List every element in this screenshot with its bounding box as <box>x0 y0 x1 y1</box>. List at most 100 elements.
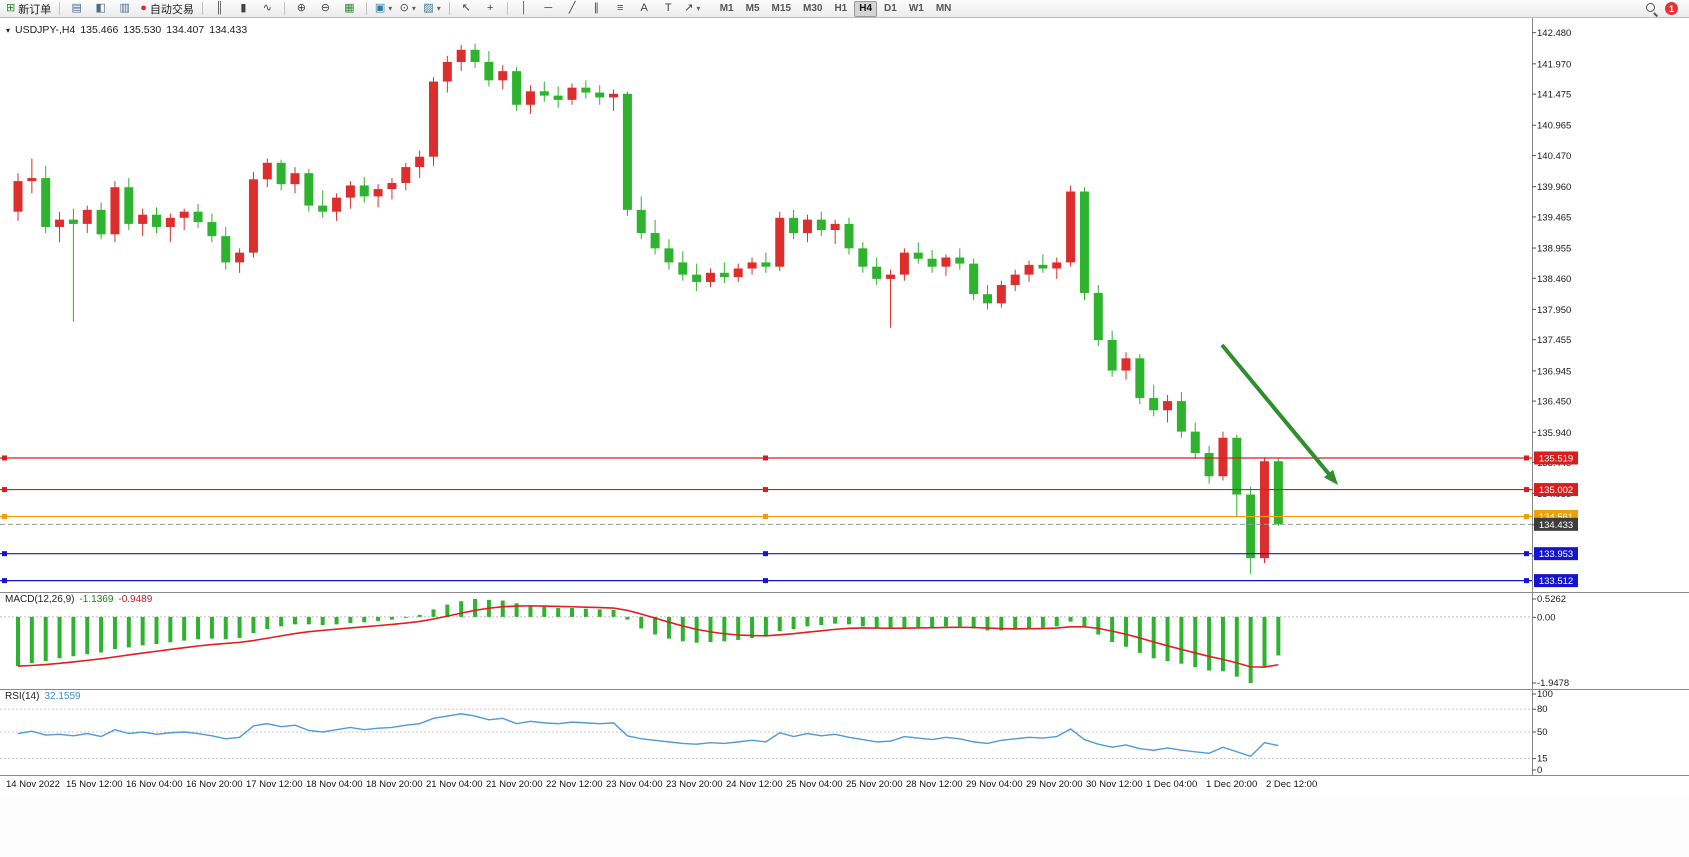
macd-histogram <box>16 599 1281 683</box>
svg-text:137.455: 137.455 <box>1537 335 1571 346</box>
price-chart-panel[interactable]: ▾ USDJPY-,H4 135.466 135.530 134.407 134… <box>0 18 1689 592</box>
trendline-button[interactable]: ╱ <box>561 0 584 18</box>
chart-title: ▾ USDJPY-,H4 135.466 135.530 134.407 134… <box>6 24 247 36</box>
macd-chart[interactable]: 0.5262 0.00 -1.9478 <box>0 593 1689 689</box>
time-axis-label: 25 Nov 20:00 <box>846 779 903 790</box>
timeframe-m15[interactable]: M15 <box>771 3 791 14</box>
trendline-icon: ╱ <box>568 2 576 14</box>
timeframe-m1[interactable]: M1 <box>719 3 734 14</box>
fibonacci-icon: ≡ <box>617 2 624 14</box>
time-axis-label: 16 Nov 04:00 <box>126 779 183 790</box>
templates-button[interactable]: ▨ ▾ <box>420 0 443 18</box>
timeframe-w1[interactable]: W1 <box>908 3 924 14</box>
time-axis-label: 1 Dec 20:00 <box>1206 779 1258 790</box>
line-chart-button[interactable]: ∿ <box>256 0 279 18</box>
toolbar-separator <box>59 2 61 15</box>
chevron-down-icon: ▾ <box>411 3 416 13</box>
crosshair-button[interactable]: + <box>479 0 502 18</box>
chart-open-value: 135.466 <box>80 24 119 36</box>
timeframe-m5[interactable]: M5 <box>745 3 760 14</box>
new-chart-icon: ▣ <box>374 2 386 14</box>
horizontal-level-lines[interactable]: 135.519 135.002 134.561 133.953 133.512 <box>0 451 1578 588</box>
auto-trading-button[interactable]: ● 自动交易 <box>137 0 197 18</box>
market-watch-icon: ▤ <box>71 2 82 14</box>
rsi-chart[interactable]: 100 80 50 150 <box>0 690 1689 775</box>
label-button[interactable]: T <box>657 0 680 18</box>
zoom-in-icon: ⊕ <box>296 2 306 14</box>
timeframe-d1[interactable]: D1 <box>884 3 897 14</box>
zoom-out-icon: ⊖ <box>320 2 330 14</box>
macd-indicator-panel[interactable]: MACD(12,26,9) -1.1369 -0.9489 0.5262 0.00… <box>0 593 1689 689</box>
chevron-down-icon: ▾ <box>388 3 393 13</box>
time-axis-label: 22 Nov 12:00 <box>546 779 603 790</box>
arrows-button[interactable]: ↗ ▾ <box>681 0 704 18</box>
cursor-button[interactable]: ↖ <box>455 0 478 18</box>
time-axis-label: 16 Nov 20:00 <box>186 779 243 790</box>
toolbar-separator <box>365 2 367 15</box>
candlestick-chart-button[interactable]: ▮ <box>232 0 255 18</box>
channel-button[interactable]: ∥ <box>585 0 608 18</box>
navigator-button[interactable]: ◧ <box>89 0 112 18</box>
candlestick-icon: ▮ <box>240 2 247 14</box>
market-watch-button[interactable]: ▤ <box>65 0 88 18</box>
time-axis-label: 28 Nov 12:00 <box>906 779 963 790</box>
time-axis[interactable]: 14 Nov 2022 15 Nov 12:00 16 Nov 04:00 16 No… <box>0 776 1689 796</box>
new-chart-button[interactable]: ▣ ▾ <box>372 0 395 18</box>
bar-chart-button[interactable]: ║ <box>208 0 231 18</box>
tile-windows-button[interactable]: ▦ <box>338 0 361 18</box>
vertical-line-button[interactable]: │ <box>513 0 536 18</box>
rsi-label: RSI(14) 32.1559 <box>5 691 81 702</box>
zoom-out-button[interactable]: ⊖ <box>314 0 337 18</box>
svg-text:140.965: 140.965 <box>1537 121 1571 132</box>
timeframe-h4[interactable]: H4 <box>854 0 878 17</box>
svg-text:0: 0 <box>1537 765 1542 775</box>
period-button[interactable]: ⊙ ▾ <box>396 0 419 18</box>
trend-arrow[interactable] <box>1220 343 1338 485</box>
svg-text:138.955: 138.955 <box>1537 244 1571 255</box>
macd-signal-value: -0.9489 <box>118 594 153 605</box>
fibonacci-button[interactable]: ≡ <box>609 0 632 18</box>
timeframe-m30[interactable]: M30 <box>802 3 823 14</box>
svg-text:139.465: 139.465 <box>1537 212 1571 223</box>
chart-symbol-period: USDJPY-,H4 <box>15 24 76 36</box>
price-axis: 142.480 141.970 141.475 140.965 140.470 139.9… <box>1532 28 1571 562</box>
svg-text:80: 80 <box>1537 704 1548 715</box>
terminal-button[interactable]: ▥ <box>113 0 136 18</box>
chart-close-value: 134.433 <box>209 24 248 36</box>
auto-trading-icon: ● <box>140 2 147 14</box>
tile-windows-icon: ▦ <box>344 2 355 14</box>
time-axis-label: 29 Nov 04:00 <box>966 779 1023 790</box>
timeframe-group: M1 M5 M15 M30 H1 H4 D1 W1 MN <box>715 0 957 17</box>
time-axis-label: 25 Nov 04:00 <box>786 779 843 790</box>
chart-low-value: 134.407 <box>166 24 205 36</box>
time-axis-label: 30 Nov 12:00 <box>1086 779 1143 790</box>
macd-signal-line <box>17 605 1279 668</box>
rsi-indicator-panel[interactable]: RSI(14) 32.1559 100 80 50 15 0 <box>0 690 1689 775</box>
time-axis-label: 17 Nov 12:00 <box>246 779 303 790</box>
panel-splitter[interactable] <box>0 592 1689 593</box>
notification-badge[interactable]: 1 <box>1665 2 1678 15</box>
candlestick-chart[interactable]: 142.480 141.970 141.475 140.965 140.470 139.9… <box>0 18 1689 592</box>
chevron-down-icon: ▾ <box>436 3 441 13</box>
svg-text:133.512: 133.512 <box>1539 576 1573 587</box>
svg-text:135.940: 135.940 <box>1537 428 1571 439</box>
channel-icon: ∥ <box>593 2 599 14</box>
timeframe-mn[interactable]: MN <box>935 3 952 14</box>
new-order-button[interactable]: ⊞ 新订单 <box>3 0 54 18</box>
clock-icon: ⊙ <box>399 2 409 14</box>
time-axis-label: 18 Nov 20:00 <box>366 779 423 790</box>
horizontal-line-button[interactable]: ─ <box>537 0 560 18</box>
time-axis-label: 15 Nov 12:00 <box>66 779 123 790</box>
text-button[interactable]: A <box>633 0 656 18</box>
panel-splitter[interactable] <box>0 689 1689 690</box>
time-axis-border <box>0 775 1689 776</box>
search-icon[interactable] <box>1644 1 1659 16</box>
rsi-name: RSI(14) <box>5 691 40 702</box>
zoom-in-button[interactable]: ⊕ <box>290 0 313 18</box>
rsi-line <box>17 713 1279 758</box>
time-axis-label: 18 Nov 04:00 <box>306 779 363 790</box>
macd-main-value: -1.1369 <box>79 594 114 605</box>
bar-chart-icon: ║ <box>215 2 224 14</box>
timeframe-h1[interactable]: H1 <box>834 3 848 14</box>
